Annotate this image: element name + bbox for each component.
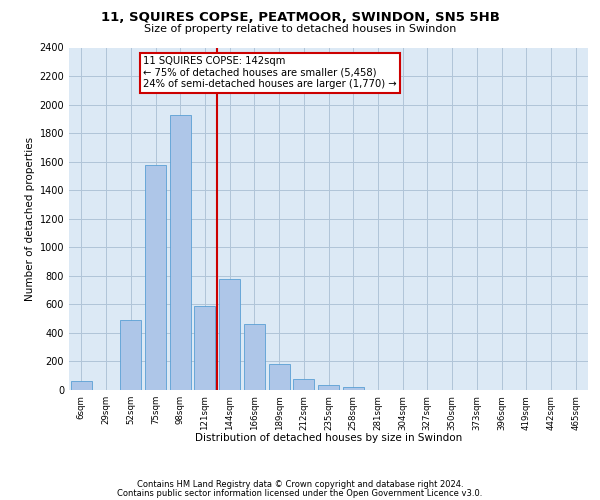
Text: Contains public sector information licensed under the Open Government Licence v3: Contains public sector information licen…: [118, 490, 482, 498]
Text: 11, SQUIRES COPSE, PEATMOOR, SWINDON, SN5 5HB: 11, SQUIRES COPSE, PEATMOOR, SWINDON, SN…: [101, 11, 499, 24]
Text: Contains HM Land Registry data © Crown copyright and database right 2024.: Contains HM Land Registry data © Crown c…: [137, 480, 463, 489]
X-axis label: Distribution of detached houses by size in Swindon: Distribution of detached houses by size …: [195, 432, 462, 442]
Bar: [194, 306, 215, 390]
Y-axis label: Number of detached properties: Number of detached properties: [25, 136, 35, 301]
Bar: [244, 324, 265, 390]
Bar: [170, 114, 191, 390]
Text: Size of property relative to detached houses in Swindon: Size of property relative to detached ho…: [144, 24, 456, 34]
Bar: [318, 385, 339, 390]
Bar: [145, 164, 166, 390]
Bar: [219, 278, 240, 390]
Bar: [269, 364, 290, 390]
Bar: [343, 387, 364, 390]
Text: 11 SQUIRES COPSE: 142sqm
← 75% of detached houses are smaller (5,458)
24% of sem: 11 SQUIRES COPSE: 142sqm ← 75% of detach…: [143, 56, 397, 90]
Bar: [120, 320, 141, 390]
Bar: [293, 378, 314, 390]
Bar: [71, 382, 92, 390]
